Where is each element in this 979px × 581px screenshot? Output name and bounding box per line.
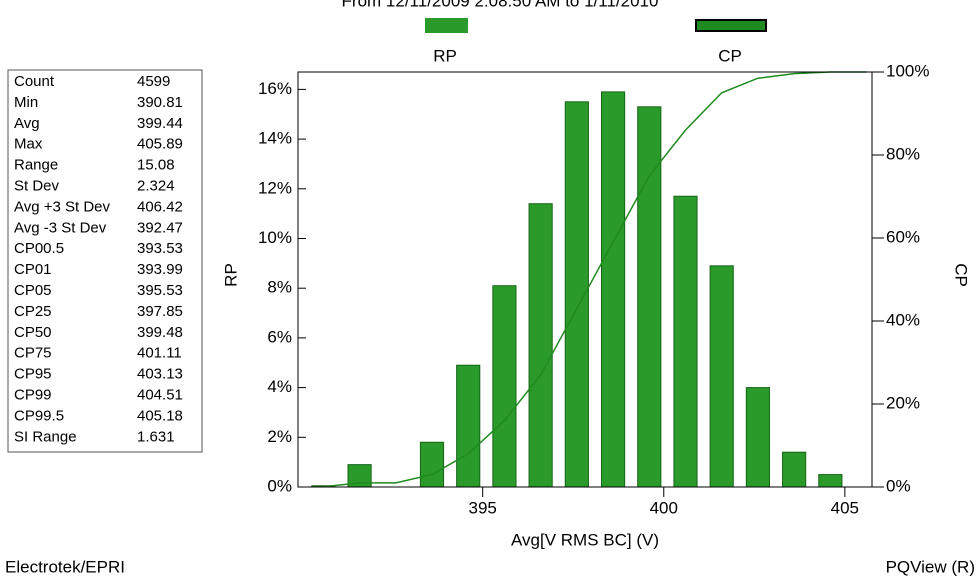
stat-label: CP99.5	[14, 407, 64, 424]
stat-value: 2.324	[137, 177, 175, 194]
y-tick-label: 6%	[267, 327, 292, 346]
legend-label: CP	[718, 46, 742, 65]
footer-left: Electrotek/EPRI	[5, 557, 125, 576]
stat-label: CP75	[14, 345, 52, 362]
stats-box	[7, 69, 203, 453]
stat-label: CP00.5	[14, 240, 64, 257]
cp-line	[323, 71, 867, 488]
stat-label: Min	[14, 94, 38, 111]
stat-label: Range	[14, 157, 58, 174]
stat-value: 406.42	[137, 198, 183, 215]
plot-frame	[297, 71, 873, 488]
x-axis-label: Avg[V RMS BC] (V)	[511, 530, 659, 549]
stat-value: 390.81	[137, 94, 183, 111]
stat-value: 405.89	[137, 136, 183, 153]
y2-tick-label: 20%	[886, 393, 920, 412]
stat-label: CP05	[14, 282, 52, 299]
stat-value: 403.13	[137, 366, 183, 383]
bar	[456, 364, 481, 488]
stat-label: St Dev	[14, 177, 60, 194]
bar	[492, 285, 517, 488]
x-tick-label: 400	[650, 498, 678, 517]
legend-swatch	[695, 19, 767, 32]
stat-value: 397.85	[137, 303, 183, 320]
y-axis-label: RP	[221, 263, 240, 287]
stat-value: 395.53	[137, 282, 183, 299]
bar	[709, 265, 734, 488]
y2-axis-label: CP	[952, 263, 971, 287]
footer-right: PQView (R)	[886, 557, 975, 576]
y2-tick-label: 80%	[886, 144, 920, 163]
stat-value: 405.18	[137, 407, 183, 424]
stat-value: 399.44	[137, 115, 183, 132]
x-tick-label: 405	[831, 498, 859, 517]
y2-tick-label: 60%	[886, 227, 920, 246]
y2-tick-label: 0%	[886, 476, 911, 495]
stat-value: 4599	[137, 73, 170, 90]
y-tick-label: 8%	[267, 278, 292, 297]
x-tick-label: 395	[469, 498, 497, 517]
chart-title: From 12/11/2009 2:08:50 AM to 1/11/2010	[342, 0, 659, 10]
stat-label: CP95	[14, 366, 52, 383]
y-tick-label: 16%	[258, 79, 292, 98]
bar	[600, 91, 626, 488]
y2-tick-label: 100%	[886, 61, 929, 80]
stat-value: 404.51	[137, 386, 183, 403]
stat-label: Avg	[14, 115, 40, 132]
y-tick-label: 14%	[258, 129, 292, 148]
y-tick-label: 4%	[267, 377, 292, 396]
bar	[818, 474, 843, 488]
y-tick-label: 2%	[267, 427, 292, 446]
stat-label: CP25	[14, 303, 52, 320]
stat-value: 393.99	[137, 261, 183, 278]
bar	[782, 451, 807, 488]
bar	[745, 387, 771, 488]
y-tick-label: 12%	[258, 178, 292, 197]
bar	[528, 203, 553, 488]
stat-label: Avg +3 St Dev	[14, 198, 111, 215]
stat-label: Max	[14, 136, 43, 153]
stat-label: Avg -3 St Dev	[14, 219, 107, 236]
stat-value: 393.53	[137, 240, 183, 257]
legend-swatch	[425, 18, 468, 33]
y-tick-label: 0%	[267, 476, 292, 495]
stat-label: CP50	[14, 324, 52, 341]
bar	[419, 441, 445, 488]
legend-label: RP	[433, 46, 457, 65]
stat-value: 401.11	[137, 345, 182, 362]
stat-label: Count	[14, 73, 55, 90]
y-tick-label: 10%	[258, 228, 292, 247]
bar	[673, 195, 698, 488]
stat-value: 399.48	[137, 324, 183, 341]
stat-value: 15.08	[137, 157, 175, 174]
stat-value: 1.631	[137, 428, 175, 445]
bar	[637, 106, 662, 488]
stat-label: CP99	[14, 386, 52, 403]
stat-label: CP01	[14, 261, 52, 278]
stat-label: SI Range	[14, 428, 77, 445]
y2-tick-label: 40%	[886, 310, 920, 329]
stat-value: 392.47	[137, 219, 183, 236]
